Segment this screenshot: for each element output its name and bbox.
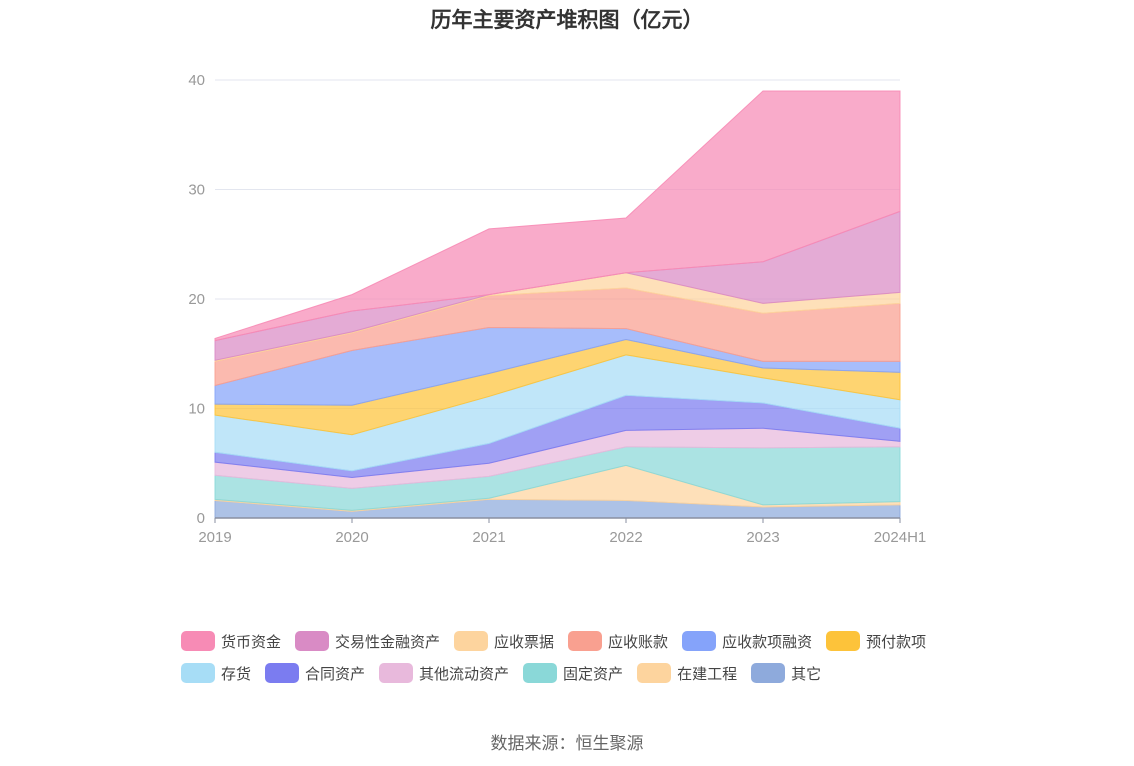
- legend-label: 预付款项: [866, 633, 927, 651]
- legend-item[interactable]: 其它: [751, 663, 821, 684]
- legend-row-1: 货币资金 交易性金融资产 应收票据 应收账款 应收款项融资 预付款项: [181, 630, 981, 652]
- legend-swatch: [637, 663, 672, 683]
- area-series-货币资金: [214, 90, 901, 342]
- legend-label: 货币资金: [221, 633, 282, 651]
- legend-swatch: [751, 663, 786, 683]
- legend-label: 合同资产: [305, 665, 366, 683]
- y-tick-label: 40: [188, 72, 205, 89]
- x-tick-label: 2020: [335, 529, 368, 546]
- legend-item[interactable]: 应收账款: [568, 631, 668, 652]
- legend-item[interactable]: 货币资金: [181, 631, 281, 652]
- stacked-areas: [214, 90, 901, 519]
- data-source: 数据来源：恒生聚源: [490, 734, 644, 753]
- chart-title: 历年主要资产堆积图（亿元）: [430, 9, 704, 32]
- y-tick-label: 10: [188, 401, 205, 418]
- legend-swatch: [568, 631, 603, 651]
- x-tick-label: 2021: [472, 529, 505, 546]
- legend-swatch: [523, 663, 558, 683]
- legend-item[interactable]: 应收票据: [454, 631, 554, 652]
- axes: 0 10 20 30 40 2019 2020 2021 2022 2023 2024H1: [188, 72, 926, 546]
- legend-swatch: [682, 631, 717, 651]
- legend-row-2: 存货 合同资产 其他流动资产 固定资产 在建工程 其它: [181, 662, 981, 684]
- legend-swatch: [265, 663, 300, 683]
- legend-swatch: [181, 631, 215, 651]
- x-tick-label: 2022: [609, 529, 642, 546]
- legend-item[interactable]: 固定资产: [523, 663, 623, 684]
- y-tick-label: 20: [188, 291, 205, 308]
- legend-label: 交易性金融资产: [335, 633, 441, 651]
- x-tick-label: 2019: [198, 529, 231, 546]
- legend-label: 其它: [791, 665, 822, 683]
- legend-swatch: [181, 663, 215, 683]
- legend: 货币资金 交易性金融资产 应收票据 应收账款 应收款项融资 预付款项 存货 合同资产 其他流动…: [181, 630, 981, 694]
- legend-swatch: [454, 631, 489, 651]
- legend-label: 应收款项融资: [722, 633, 813, 651]
- legend-item[interactable]: 应收款项融资: [682, 631, 812, 652]
- legend-swatch: [826, 631, 861, 651]
- legend-swatch: [295, 631, 330, 651]
- legend-label: 应收账款: [608, 633, 669, 651]
- legend-label: 其他流动资产: [419, 665, 510, 683]
- y-tick-label: 0: [197, 510, 205, 527]
- legend-item[interactable]: 合同资产: [265, 663, 365, 684]
- legend-item[interactable]: 预付款项: [826, 631, 926, 652]
- y-tick-label: 30: [188, 182, 205, 199]
- legend-item[interactable]: 交易性金融资产: [295, 631, 440, 652]
- x-tick-label: 2023: [746, 529, 779, 546]
- legend-item[interactable]: 存货: [181, 663, 251, 684]
- legend-item[interactable]: 在建工程: [637, 663, 737, 684]
- legend-item[interactable]: 其他流动资产: [379, 663, 509, 684]
- legend-label: 存货: [221, 665, 252, 683]
- legend-label: 在建工程: [677, 665, 738, 683]
- legend-label: 应收票据: [494, 633, 555, 651]
- legend-swatch: [379, 663, 414, 683]
- x-tick-label: 2024H1: [874, 529, 927, 546]
- legend-label: 固定资产: [563, 665, 624, 683]
